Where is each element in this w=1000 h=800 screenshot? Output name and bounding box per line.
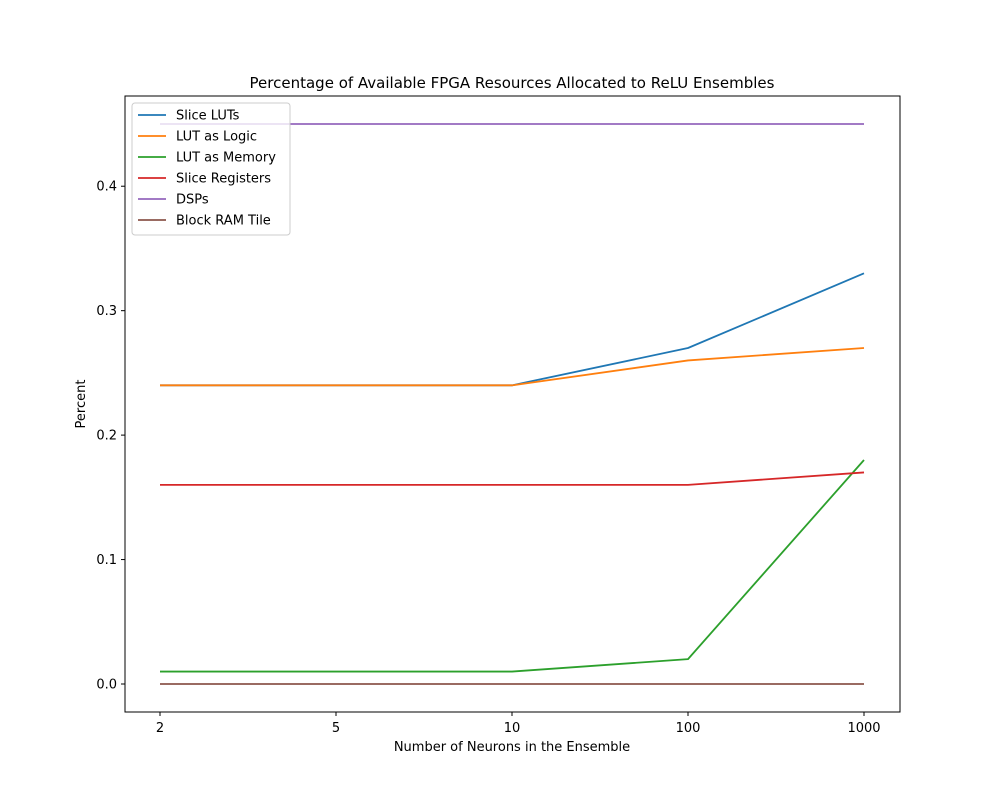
series-line-slice-registers xyxy=(160,471,865,486)
series-line-lut-as-logic xyxy=(160,347,865,387)
y-tick-label: 0.4 xyxy=(96,180,117,195)
x-tick-label: 5 xyxy=(332,721,340,736)
y-tick-label: 0.3 xyxy=(96,304,117,319)
legend-box xyxy=(131,102,291,236)
y-tick-label: 0.0 xyxy=(96,678,117,693)
series-line-lut-as-memory xyxy=(160,459,865,673)
y-tick-label: 0.2 xyxy=(96,429,117,444)
legend-label-lut-as-memory: LUT as Memory xyxy=(176,151,276,166)
series-line-slice-luts xyxy=(160,272,865,387)
legend-label-block-ram-tile: Block RAM Tile xyxy=(176,214,271,229)
x-tick-label: 100 xyxy=(676,721,701,736)
y-tick-label: 0.1 xyxy=(96,553,117,568)
legend: Slice LUTs LUT as Logic LUT as Memory Slice… xyxy=(131,102,291,236)
x-tick-label: 1000 xyxy=(847,721,880,736)
legend-label-slice-registers: Slice Registers xyxy=(176,172,271,187)
y-axis: 0.0 0.1 0.2 0.3 0.4 xyxy=(96,180,125,693)
chart-title: Percentage of Available FPGA Resources A… xyxy=(250,74,775,92)
x-axis-label: Number of Neurons in the Ensemble xyxy=(394,740,630,755)
y-axis-label: Percent xyxy=(74,380,89,429)
legend-label-dsps: DSPs xyxy=(176,193,209,208)
legend-label-slice-luts: Slice LUTs xyxy=(176,109,240,124)
x-tick-label: 2 xyxy=(156,721,164,736)
legend-label-lut-as-logic: LUT as Logic xyxy=(176,130,257,145)
x-axis: 2 5 10 100 1000 xyxy=(156,712,881,736)
x-tick-label: 10 xyxy=(504,721,521,736)
